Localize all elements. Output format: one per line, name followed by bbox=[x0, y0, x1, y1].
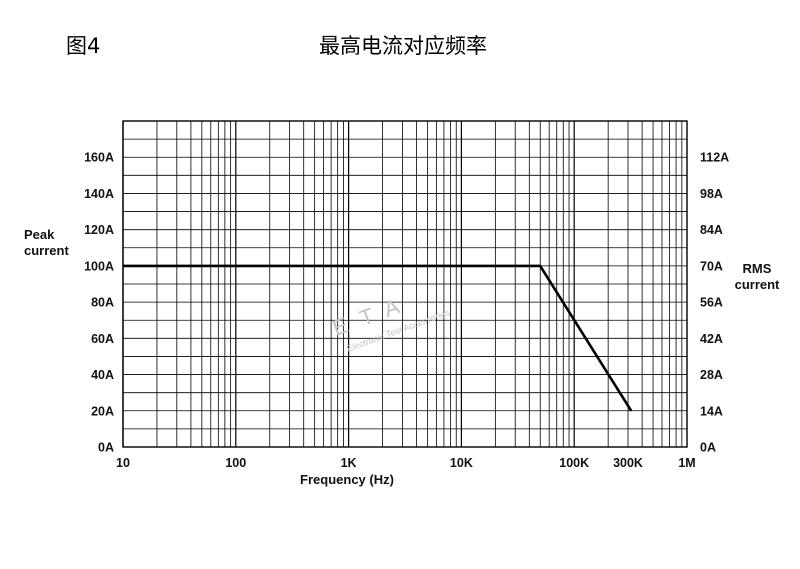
x-tick-label: 100K bbox=[559, 456, 589, 470]
axis-title-line: Peak bbox=[24, 227, 55, 242]
y-tick-label: 100A bbox=[84, 259, 114, 273]
series-layer bbox=[123, 264, 633, 412]
x-tick-label: 100 bbox=[225, 456, 246, 470]
y-axis-title: Peak current bbox=[24, 227, 69, 258]
x-tick-labels: 10 100 1K 10K 100K 300K 1M bbox=[116, 456, 696, 470]
x-tick-label: 1K bbox=[341, 456, 357, 470]
x-tick-label: 300K bbox=[613, 456, 643, 470]
axis-title-line: RMS bbox=[743, 261, 772, 276]
y-tick-label: 40A bbox=[91, 368, 114, 382]
x-tick-label: 1M bbox=[678, 456, 695, 470]
axis-title-line: current bbox=[24, 243, 69, 258]
y-tick-label: 160A bbox=[84, 151, 114, 165]
y2-tick-label: 14A bbox=[700, 404, 723, 418]
y2-tick-label: 28A bbox=[700, 368, 723, 382]
x-tick-label: 10 bbox=[116, 456, 130, 470]
chart-grid bbox=[122, 120, 688, 448]
y-tick-label: 60A bbox=[91, 332, 114, 346]
x-axis-title: Frequency (Hz) bbox=[300, 472, 394, 487]
y2-tick-label: 42A bbox=[700, 332, 723, 346]
y2-tick-label: 112A bbox=[700, 151, 729, 165]
chart-title: 最高电流对应频率 bbox=[319, 34, 487, 58]
y-tick-label: 120A bbox=[84, 223, 114, 237]
y-tick-label: 0A bbox=[98, 441, 114, 455]
y2-tick-label: 56A bbox=[700, 296, 723, 310]
y-tick-label: 80A bbox=[91, 296, 114, 310]
y2-tick-label: 0A bbox=[700, 441, 716, 455]
watermark: ETA Electronic Test Accessories bbox=[329, 289, 451, 354]
plot-border bbox=[122, 120, 688, 448]
y-tick-label: 20A bbox=[91, 404, 114, 418]
series-line bbox=[123, 264, 633, 412]
y2-axis-title: RMS current bbox=[735, 261, 780, 292]
y-tick-labels: 0A 20A 40A 60A 80A 100A 120A 140A 160A bbox=[84, 151, 114, 455]
axis-title-line: current bbox=[735, 277, 780, 292]
y2-tick-label: 98A bbox=[700, 187, 723, 201]
y2-tick-labels: 0A 14A 28A 42A 56A 70A 84A 98A 112A bbox=[700, 151, 729, 455]
y-tick-label: 140A bbox=[84, 187, 114, 201]
y2-tick-label: 84A bbox=[700, 223, 723, 237]
x-tick-label: 10K bbox=[450, 456, 473, 470]
y2-tick-label: 70A bbox=[700, 259, 723, 273]
figure-label: 图4 bbox=[66, 34, 101, 58]
